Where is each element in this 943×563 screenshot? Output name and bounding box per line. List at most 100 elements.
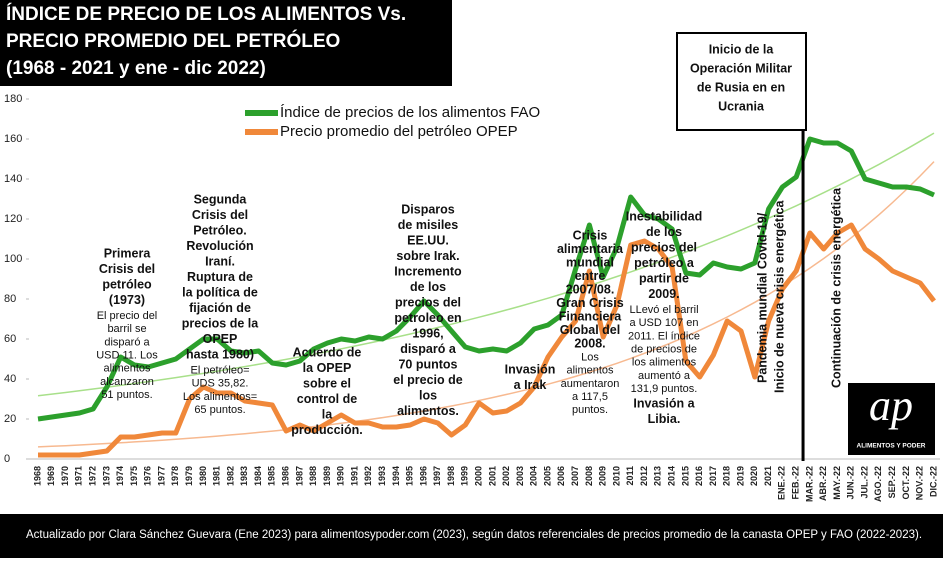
y-tick-label: 80 [4, 293, 16, 305]
x-tick-label: 1977 [156, 466, 166, 486]
x-tick-label: 1978 [170, 466, 180, 486]
annotation-title: los [419, 388, 437, 402]
x-tick-label: 1990 [336, 466, 346, 486]
x-tick-label: 2008 [584, 466, 594, 486]
y-tick-label: 180 [4, 93, 22, 105]
x-tick-label: ABR.-22 [818, 466, 828, 501]
x-tick-label: 2006 [556, 466, 566, 486]
annotation-title: Crisis del [99, 262, 155, 276]
annotation-text: UDS 35,82. [192, 378, 249, 390]
annotation-title: la [322, 407, 333, 421]
annotation-title: 70 puntos [398, 357, 457, 371]
annotation-title: Iraní. [205, 254, 235, 268]
x-tick-label: 2002 [501, 466, 511, 486]
x-tick-label: 1991 [349, 466, 359, 486]
x-tick-label: 2011 [625, 466, 635, 486]
annotation-title: Gran Crisis [556, 296, 623, 310]
annotation-text: 65 puntos. [194, 404, 245, 416]
annotation-title: Disparos [401, 202, 455, 216]
annotation-title: Petróleo. [193, 223, 247, 237]
annotation-title: precios del [395, 295, 461, 309]
annotation-title: de misiles [398, 218, 458, 232]
annotation-text: El precio del [97, 310, 158, 322]
footer-box [0, 514, 943, 558]
x-tick-label: 1984 [253, 466, 263, 486]
annotation-text: a USD 107 en [629, 317, 698, 329]
annotation-title: precios de la [182, 316, 259, 330]
x-tick-label: ENE.-22 [777, 466, 787, 500]
x-tick-label: 1999 [460, 466, 470, 486]
annotation-text: barril se [107, 323, 146, 335]
x-tick-label: AGO.-22 [873, 466, 883, 502]
annotation-text: los alimentos [632, 357, 697, 369]
annotation-title: petroleo en [394, 311, 461, 325]
x-tick-label: 1995 [405, 466, 415, 486]
box-note: Operación Militar [690, 61, 792, 75]
chart-title: ÍNDICE DE PRECIO DE LOS ALIMENTOS Vs. [6, 3, 406, 25]
x-tick-label: 1993 [377, 466, 387, 486]
annotation-text: Los alimentos= [183, 391, 257, 403]
x-tick-label: 1972 [88, 466, 98, 486]
annotation-title: hasta 1980) [186, 347, 254, 361]
annotation-title: 2008. [574, 336, 605, 350]
annotation-text: alimentos [103, 363, 151, 375]
note-box [676, 32, 807, 131]
x-tick-label: DIC.-22 [928, 466, 938, 497]
x-tick-label: 2012 [639, 466, 649, 486]
annotation-title: de los [646, 225, 682, 239]
series-line [37, 136, 935, 422]
x-tick-label: 1973 [101, 466, 111, 486]
box-note: Inicio de la [709, 42, 775, 56]
annotation-title: Financiera [559, 309, 623, 323]
x-tick-label: 1976 [143, 466, 153, 486]
annotation-title: Revolución [186, 239, 253, 253]
annotation-text: alcanzaron [100, 376, 154, 388]
x-tick-label: 1971 [74, 466, 84, 486]
annotation-title: Segunda [194, 192, 248, 206]
x-tick-label: 1970 [60, 466, 70, 486]
annotation-title: precios del [631, 240, 697, 254]
legend-label: Índice de precios de los alimentos FAO [280, 104, 540, 121]
x-tick-label: 1997 [432, 466, 442, 486]
x-tick-label: 2019 [735, 466, 745, 486]
annotation-text: El petróleo= [190, 364, 249, 376]
annotation-title: Global del [560, 323, 620, 337]
chart-title: PRECIO PROMEDIO DEL PETRÓLEO [6, 30, 340, 52]
x-tick-label: 2016 [694, 466, 704, 486]
x-tick-label: 1982 [225, 466, 235, 486]
annotation-title: 2007/08. [566, 282, 615, 296]
annotation-text: 2011. El índice [628, 330, 700, 342]
annotation-title: alimentaria [557, 242, 624, 256]
annotation-title: la política de [182, 285, 258, 299]
x-tick-label: 1992 [363, 466, 373, 486]
x-tick-label: 1975 [129, 466, 139, 486]
annotation-title: alimentos. [397, 404, 459, 418]
x-tick-label: OCT.-22 [901, 466, 911, 500]
vertical-note: Continuación de crisis energética [829, 187, 843, 388]
x-tick-label: MAR.-22 [804, 466, 814, 502]
annotation-title: Inestabilidad [626, 209, 702, 223]
box-note: Ucrania [718, 99, 765, 113]
annotation-title: de los [410, 280, 446, 294]
x-tick-label: 1979 [184, 466, 194, 486]
x-tick-label: JUN.-22 [846, 466, 856, 500]
x-tick-label: 1987 [294, 466, 304, 486]
title-box [0, 0, 452, 86]
annotation-title: Crisis del [192, 208, 248, 222]
series-line [38, 222, 936, 458]
y-tick-label: 100 [4, 253, 22, 265]
x-tick-label: 2004 [529, 466, 539, 486]
annotation-title: Acuerdo de [293, 345, 362, 359]
legend-label: Precio promedio del petróleo OPEP [280, 123, 518, 140]
annotation-text: a 117,5 [572, 391, 608, 403]
x-tick-label: 1983 [239, 466, 249, 486]
x-tick-label: 1988 [308, 466, 318, 486]
vertical-note: Inicio de nueva crisis energética [772, 200, 786, 393]
x-tick-label: 1994 [391, 466, 401, 486]
annotation-footer: Invasión a [633, 397, 695, 411]
x-tick-label: 2005 [542, 466, 552, 486]
x-tick-label: 1986 [280, 466, 290, 486]
annotation-text: alimentos [566, 365, 614, 377]
x-tick-label: 2000 [473, 466, 483, 486]
